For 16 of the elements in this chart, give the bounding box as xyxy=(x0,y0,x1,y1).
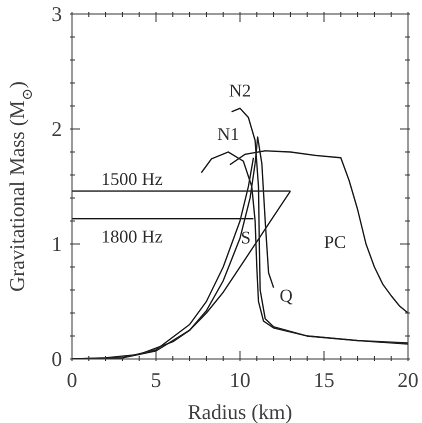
x-tick-label: 20 xyxy=(398,368,418,392)
x-tick-label: 0 xyxy=(66,368,78,392)
series-label: 1800 Hz xyxy=(101,226,163,247)
series-label: N1 xyxy=(217,124,240,144)
y-tick-label: 0 xyxy=(52,347,62,371)
series-label: S xyxy=(240,228,251,248)
y-tick-label: 2 xyxy=(52,117,62,141)
x-tick-label: 15 xyxy=(314,368,334,392)
x-tick-label: 10 xyxy=(230,368,250,392)
series-label: Q xyxy=(280,286,293,306)
series-label: PC xyxy=(324,232,346,252)
series-label: 1500 Hz xyxy=(101,169,163,190)
series-label: N2 xyxy=(229,80,251,100)
x-tick-label: 5 xyxy=(150,368,162,392)
y-tick-label: 3 xyxy=(52,2,62,26)
y-tick-label: 1 xyxy=(52,232,62,256)
